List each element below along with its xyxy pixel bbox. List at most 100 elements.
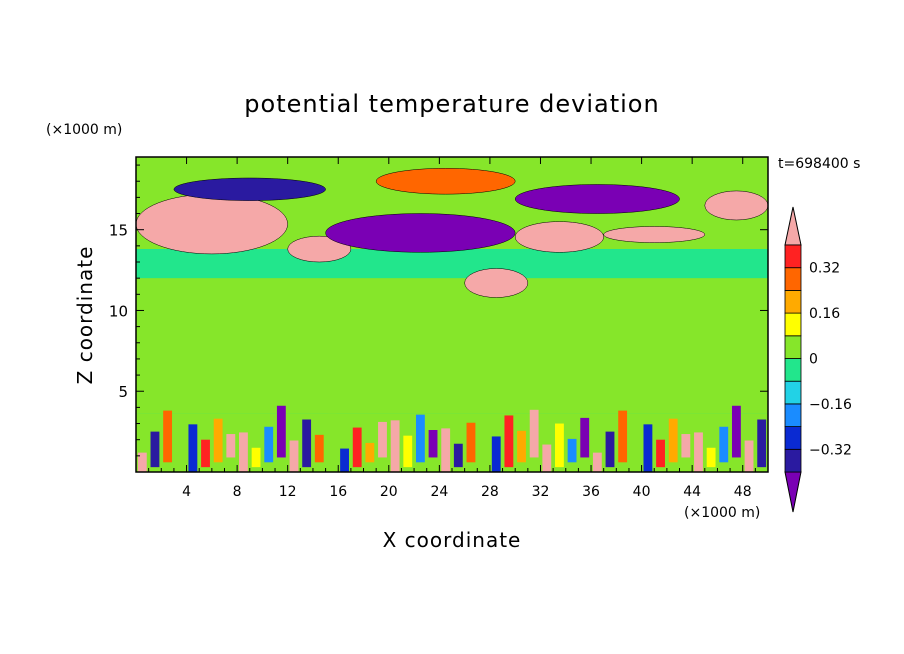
field-region: [287, 235, 352, 263]
field-region: [618, 410, 628, 463]
field-region: [706, 447, 716, 468]
colorbar: 0.32 0.16 0 −0.16 −0.32: [784, 206, 852, 513]
field-region: [466, 422, 476, 463]
field-region: [264, 426, 274, 463]
field-region: [251, 447, 261, 468]
x-tick-label: 24: [430, 484, 448, 500]
colorbar-box: [784, 244, 802, 269]
y-tick-label: 10: [109, 302, 128, 320]
field-region: [668, 418, 678, 463]
colorbar-tick-label: −0.32: [809, 442, 852, 458]
field-region: [441, 428, 451, 472]
x-axis: 4 8 12 16 20 24 28 32 36 40 44 48: [148, 157, 756, 500]
colorbar-tick-label: 0: [809, 352, 818, 368]
field-region: [173, 177, 326, 201]
field-region: [567, 438, 577, 463]
field-region: [378, 421, 387, 458]
x-tick-label: 16: [329, 484, 347, 500]
field-region: [517, 430, 526, 463]
field-region: [542, 444, 552, 472]
colorbar-bottom-triangle: [784, 471, 802, 513]
y-axis: 5 10 15: [109, 164, 768, 457]
field-region: [529, 409, 539, 458]
field-region: [213, 418, 223, 463]
field-region: [239, 432, 248, 472]
field-region: [302, 419, 312, 468]
field-region: [555, 423, 564, 468]
field-region: [643, 424, 653, 472]
colorbar-box: [784, 448, 802, 473]
field-region: [150, 431, 160, 468]
colorbar-box: [784, 289, 802, 314]
x-tick-label: 44: [683, 484, 701, 500]
field-region: [365, 442, 375, 463]
plot-area: [136, 157, 768, 472]
field-region: [314, 434, 324, 463]
x-tick-label: 40: [633, 484, 651, 500]
field-region: [136, 193, 288, 255]
x-tick-label: 12: [279, 484, 297, 500]
colorbar-top-triangle: [784, 206, 802, 246]
field-region: [226, 434, 236, 458]
x-tick-label: 8: [233, 484, 242, 500]
field-region: [352, 427, 362, 468]
field-region: [415, 414, 425, 463]
x-tick-label: 20: [380, 484, 398, 500]
colorbar-box: [784, 426, 802, 450]
field-region: [325, 213, 516, 253]
field-region: [327, 413, 337, 458]
field-region: [731, 405, 741, 458]
x-tick-label: 28: [481, 484, 499, 500]
field-region: [704, 190, 768, 221]
y-tick-label: 5: [118, 383, 128, 401]
colorbar-tick-label: 0.16: [809, 306, 840, 322]
colorbar-box: [784, 403, 802, 427]
field-region: [453, 443, 463, 468]
colorbar-box: [784, 380, 802, 405]
field-region: [605, 431, 615, 468]
field-region: [491, 436, 501, 472]
field-region: [403, 435, 413, 468]
field-region: [681, 434, 691, 458]
field-region: [656, 439, 665, 468]
field-region: [580, 417, 590, 458]
field-region: [175, 425, 185, 458]
field-region: [201, 439, 210, 468]
field-region: [375, 168, 516, 195]
y-tick-label: 15: [109, 222, 128, 240]
field-region: [479, 438, 489, 458]
field-region: [136, 278, 768, 414]
field-region: [428, 430, 438, 458]
field-region: [136, 249, 768, 279]
field-fill: [136, 157, 768, 472]
field-region: [464, 268, 529, 298]
y-axis-label: Z coordinate: [73, 246, 97, 385]
field-region: [340, 448, 349, 472]
colorbar-tick-label: 0.32: [809, 261, 840, 277]
field-region: [603, 226, 706, 243]
colorbar-box: [784, 267, 802, 291]
field-region: [289, 440, 299, 472]
field-region: [592, 452, 602, 472]
field-region: [504, 415, 514, 468]
x-axis-label: X coordinate: [383, 528, 522, 552]
colorbar-box: [784, 312, 802, 337]
field-region: [694, 432, 703, 472]
field-region: [390, 420, 400, 472]
colorbar-tick-label: −0.16: [809, 397, 852, 413]
field-region: [744, 440, 754, 472]
colorbar-box: [784, 358, 802, 382]
time-label: t=698400 s: [778, 156, 860, 172]
x-unit-label: (×1000 m): [684, 505, 760, 521]
x-tick-label: 32: [532, 484, 550, 500]
field-region: [276, 405, 286, 458]
field-region: [163, 410, 173, 463]
colorbar-box: [784, 335, 802, 359]
x-tick-label: 48: [734, 484, 752, 500]
field-region: [719, 426, 729, 463]
field-region: [514, 184, 680, 214]
field-region: [757, 419, 767, 468]
y-unit-label: (×1000 m): [46, 122, 122, 138]
field-region: [188, 424, 198, 472]
